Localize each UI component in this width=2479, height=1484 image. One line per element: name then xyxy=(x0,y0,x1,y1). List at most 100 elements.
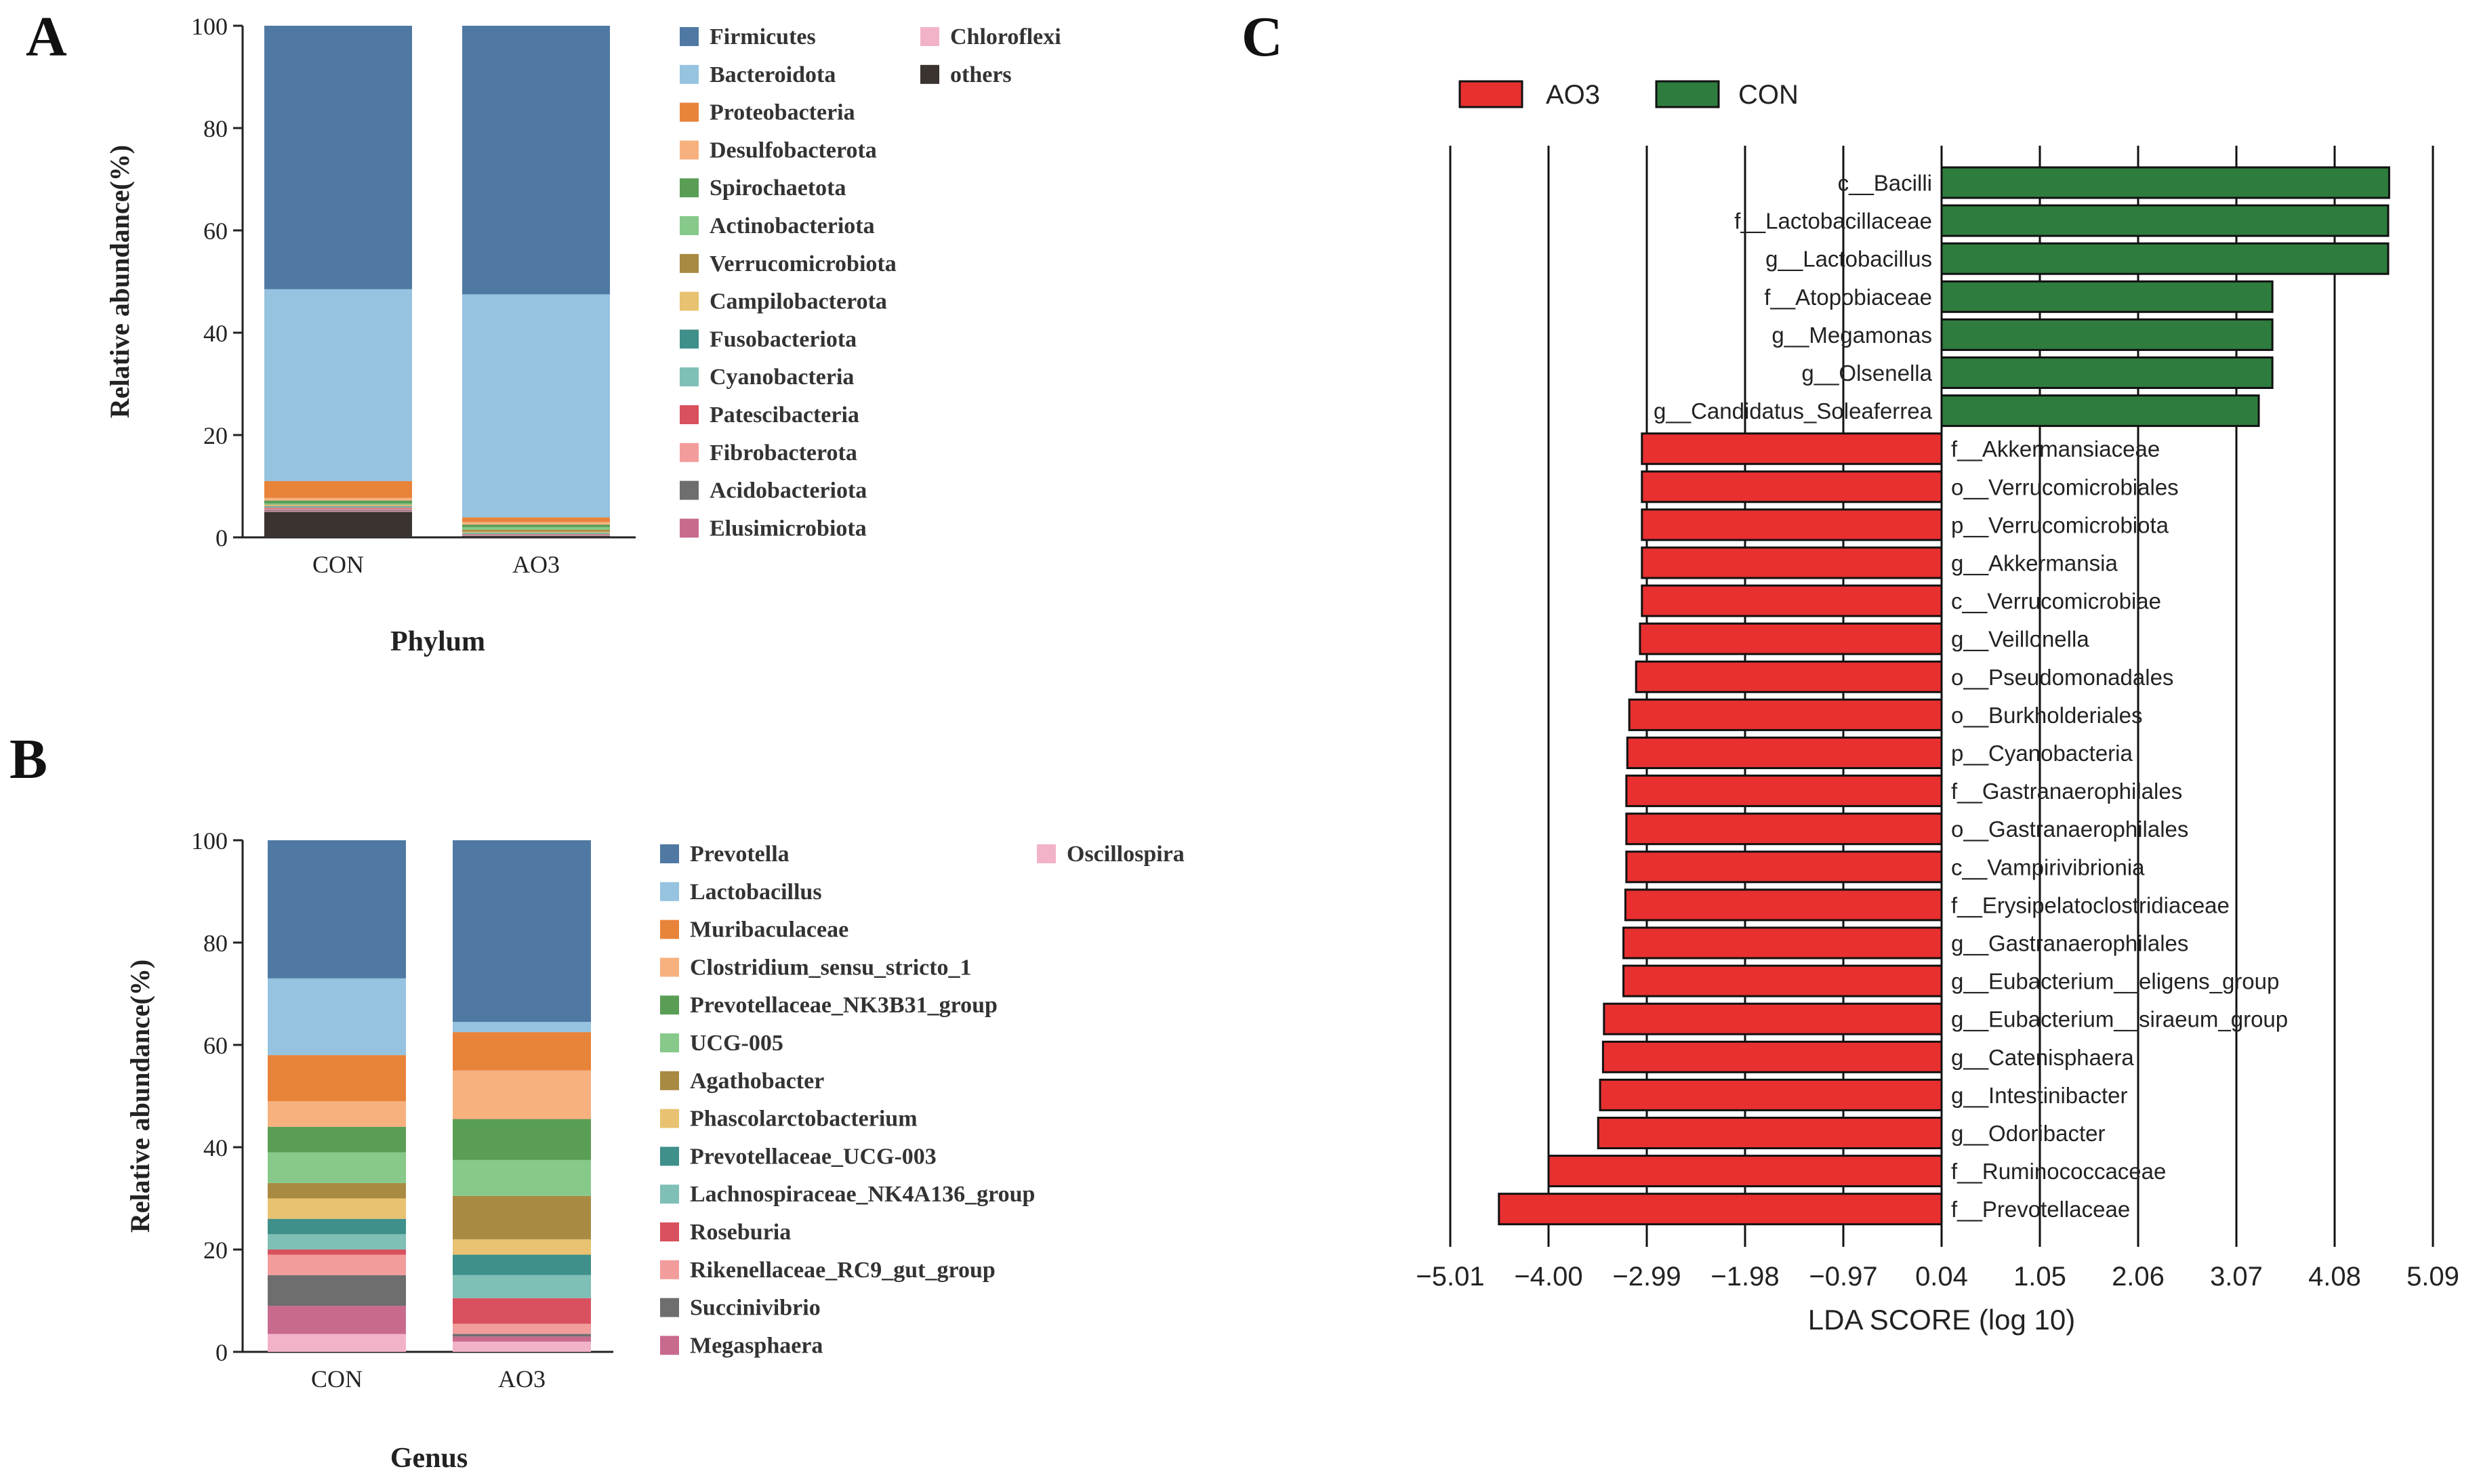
legend-label-cyanobacteria: Cyanobacteria xyxy=(710,365,854,390)
lda-label-f-akkermansiaceae: f__Akkermansiaceae xyxy=(1951,436,2160,461)
lda-bar-f-ruminococcaceae xyxy=(1547,1155,1943,1188)
legend-swatch-prevotellaceae-nk3b31-group xyxy=(660,995,679,1015)
bar-segment-ucg-005-con xyxy=(268,1152,406,1183)
y-tick-label: 40 xyxy=(203,1134,228,1161)
lda-label-p-verrucomicrobiota: p__Verrucomicrobiota xyxy=(1951,512,2169,537)
legend-label-campilobacterota: Campilobacterota xyxy=(710,289,887,314)
bar-segment-campilobacterota-ao3 xyxy=(462,531,610,533)
legend-label-chloroflexi: Chloroflexi xyxy=(950,24,1061,49)
lda-bar-o-burkholderiales xyxy=(1628,698,1943,731)
bar-segment-clostridium-sensu-stricto-1-con xyxy=(268,1101,406,1127)
y-axis-title: Relative abundance(%) xyxy=(125,960,155,1233)
x-tick-label: −1.98 xyxy=(1710,1262,1779,1292)
bar-segment-clostridium-sensu-stricto-1-ao3 xyxy=(453,1070,591,1119)
legend-label-lactobacillus: Lactobacillus xyxy=(690,880,822,905)
x-tick-label-con: CON xyxy=(311,1365,363,1393)
lda-label-g-eubacterium-siraeum-group: g__Eubacterium__siraeum_group xyxy=(1951,1007,2288,1032)
chart-b-genus: 0 20 40 60 80 100 CON AO3 Genus Relative abundanc… xyxy=(125,827,1185,1474)
y-tick-label: 100 xyxy=(191,13,228,40)
lda-bar-p-cyanobacteria xyxy=(1626,737,1943,769)
legend-label-spirochaetota: Spirochaetota xyxy=(710,176,846,201)
legend-label-roseburia: Roseburia xyxy=(690,1220,791,1245)
legend-label-firmicutes: Firmicutes xyxy=(710,24,816,49)
x-tick-label: 0.04 xyxy=(1915,1262,1968,1292)
legend-swatch-verrucomicrobiota xyxy=(680,253,699,273)
legend-swatch-megasphaera xyxy=(660,1336,679,1355)
lda-label-o-gastranaerophilales: o__Gastranaerophilales xyxy=(1951,817,2188,842)
legend-swatch-bacteroidota xyxy=(680,64,699,84)
legend-swatch-lactobacillus xyxy=(660,882,679,901)
lda-bar-f-prevotellaceae xyxy=(1498,1193,1943,1226)
bar-segment-acidobacteriota-con xyxy=(264,510,412,511)
bar-segment-patescibacteria-con xyxy=(264,508,412,509)
bar-segment-succinivibrio-con xyxy=(268,1275,406,1306)
panel-label-a: A xyxy=(26,5,67,68)
legend-label-prevotellaceae-ucg-003: Prevotellaceae_UCG-003 xyxy=(690,1144,937,1169)
legend-swatch-chloroflexi xyxy=(920,27,939,46)
y-axis-title: Relative abundance(%) xyxy=(104,145,135,418)
x-tick-label: 4.08 xyxy=(2308,1262,2361,1292)
legend-swatch-ao3 xyxy=(1458,80,1523,108)
y-tick-label: 60 xyxy=(203,1032,228,1059)
bar-segment-firmicutes-con xyxy=(264,26,412,289)
legend-swatch-roseburia xyxy=(660,1222,679,1241)
bar-segment-agathobacter-ao3 xyxy=(453,1195,591,1239)
legend-swatch-ucg-005 xyxy=(660,1033,679,1052)
lda-label-f-prevotellaceae: f__Prevotellaceae xyxy=(1951,1197,2130,1222)
lda-bar-g-eubacterium-siraeum-group xyxy=(1603,1002,1943,1035)
x-tick-label: 3.07 xyxy=(2210,1262,2263,1292)
panel-label-b: B xyxy=(9,728,47,791)
legend-swatch-actinobacteriota xyxy=(680,216,699,235)
lda-label-g-candidatus-soleaferrea: g__Candidatus_Soleaferrea xyxy=(1654,398,1933,424)
legend-label-fibrobacterota: Fibrobacterota xyxy=(710,440,857,466)
legend-label-actinobacteriota: Actinobacteriota xyxy=(710,213,875,239)
legend-swatch-clostridium-sensu-stricto-1 xyxy=(660,957,679,977)
bar-segment-rikenellaceae-rc9-gut-group-con xyxy=(268,1254,406,1275)
lda-bar-g-odoribacter xyxy=(1597,1117,1943,1149)
legend-swatch-prevotella xyxy=(660,844,679,863)
lda-label-f-lactobacillaceae: f__Lactobacillaceae xyxy=(1734,209,1932,234)
y-tick-label: 80 xyxy=(203,930,228,957)
lda-label-g-akkermansia: g__Akkermansia xyxy=(1951,551,2118,576)
lda-label-g-eubacterium-eligens-group: g__Eubacterium__eligens_group xyxy=(1951,969,2279,994)
bar-segment-proteobacteria-con xyxy=(264,480,412,498)
lda-bar-o-verrucomicrobiales xyxy=(1641,470,1943,503)
lda-label-g-odoribacter: g__Odoribacter xyxy=(1951,1121,2105,1146)
legend-label-proteobacteria: Proteobacteria xyxy=(710,100,855,125)
lda-bar-g-akkermansia xyxy=(1641,546,1943,579)
lda-label-f-atopobiaceae: f__Atopobiaceae xyxy=(1764,285,1932,310)
bar-segment-verrucomicrobiota-ao3 xyxy=(462,529,610,532)
lda-label-g-intestinibacter: g__Intestinibacter xyxy=(1951,1083,2128,1108)
x-tick-label-con: CON xyxy=(312,551,364,578)
legend-swatch-others xyxy=(920,64,939,84)
bar-segment-others-con xyxy=(264,512,412,537)
x-tick-label: −2.99 xyxy=(1612,1262,1681,1292)
lda-label-g-olsenella: g__Olsenella xyxy=(1801,360,1932,386)
lda-bar-g-gastranaerophilales xyxy=(1622,926,1943,960)
lda-bar-g-megamonas xyxy=(1940,318,2274,351)
y-tick-label: 40 xyxy=(203,320,228,347)
lda-bar-c-vampirivibrionia xyxy=(1625,850,1943,884)
lda-label-o-pseudomonadales: o__Pseudomonadales xyxy=(1951,665,2173,690)
x-tick-label: −4.00 xyxy=(1514,1262,1582,1292)
lda-bar-f-erysipelatoclostridiaceae xyxy=(1624,888,1943,922)
lda-bar-g-catenisphaera xyxy=(1601,1040,1943,1073)
x-tick-label: −5.01 xyxy=(1416,1262,1484,1292)
lda-label-f-gastranaerophilales: f__Gastranaerophilales xyxy=(1951,779,2182,804)
legend-label-rikenellaceae-rc9-gut-group: Rikenellaceae_RC9_gut_group xyxy=(690,1258,996,1283)
bar-segment-muribaculaceae-con xyxy=(268,1055,406,1102)
legend-swatch-phascolarctobacterium xyxy=(660,1109,679,1128)
x-tick-label: 5.09 xyxy=(2406,1262,2459,1292)
bar-segment-phascolarctobacterium-ao3 xyxy=(453,1239,591,1255)
bar-segment-desulfobacterota-con xyxy=(264,497,412,501)
lda-bar-o-gastranaerophilales xyxy=(1625,812,1943,846)
legend-label-muribaculaceae: Muribaculaceae xyxy=(690,918,848,943)
legend-label-fusobacteriota: Fusobacteriota xyxy=(710,327,857,352)
x-tick-label-ao3: AO3 xyxy=(498,1365,546,1393)
lda-bar-g-lactobacillus xyxy=(1940,242,2390,275)
lda-bar-f-lactobacillaceae xyxy=(1940,204,2390,237)
lda-bar-g-veillonella xyxy=(1639,622,1943,655)
chart-c-lda: −5.01 −4.00 −2.99 −1.98 −0.97 0.04 1.05 2.06 3.0… xyxy=(1416,80,2459,1336)
bar-segment-spirochaetota-con xyxy=(264,500,412,504)
legend-label-desulfobacterota: Desulfobacterota xyxy=(710,138,877,163)
